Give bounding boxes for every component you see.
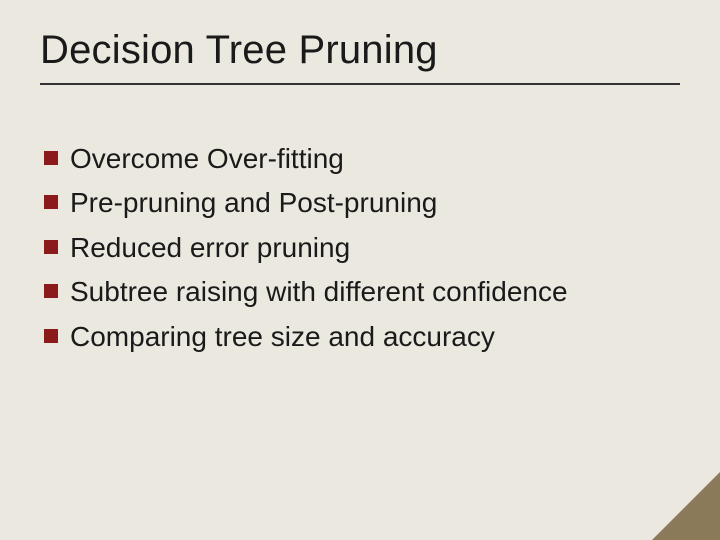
square-bullet-icon — [44, 151, 58, 165]
square-bullet-icon — [44, 195, 58, 209]
bullet-text: Overcome Over-fitting — [70, 141, 344, 177]
list-item: Subtree raising with different confidenc… — [44, 274, 680, 310]
slide: Decision Tree Pruning Overcome Over-fitt… — [0, 0, 720, 540]
bullet-text: Reduced error pruning — [70, 230, 350, 266]
bullet-list: Overcome Over-fitting Pre-pruning and Po… — [40, 141, 680, 355]
bullet-text: Subtree raising with different confidenc… — [70, 274, 568, 310]
list-item: Reduced error pruning — [44, 230, 680, 266]
corner-accent-icon — [686, 506, 720, 540]
list-item: Pre-pruning and Post-pruning — [44, 185, 680, 221]
list-item: Comparing tree size and accuracy — [44, 319, 680, 355]
title-wrap: Decision Tree Pruning — [40, 28, 680, 85]
slide-title: Decision Tree Pruning — [40, 28, 680, 73]
list-item: Overcome Over-fitting — [44, 141, 680, 177]
bullet-text: Pre-pruning and Post-pruning — [70, 185, 437, 221]
square-bullet-icon — [44, 240, 58, 254]
square-bullet-icon — [44, 284, 58, 298]
bullet-text: Comparing tree size and accuracy — [70, 319, 495, 355]
square-bullet-icon — [44, 329, 58, 343]
